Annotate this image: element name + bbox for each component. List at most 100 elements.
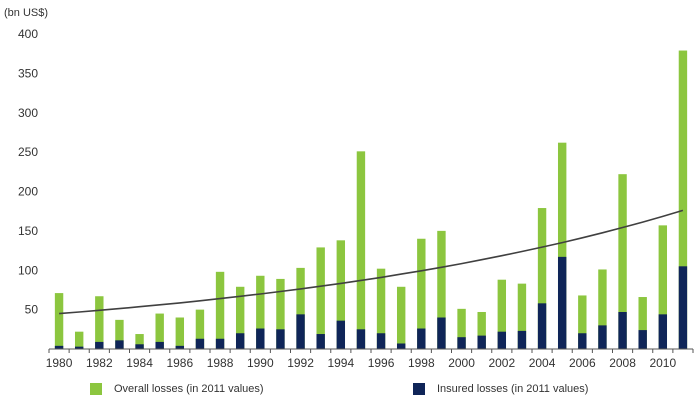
insured-loss-bar: [678, 266, 688, 349]
insured-loss-bar: [517, 330, 527, 349]
y-tick-label: 350: [18, 66, 38, 80]
overall-loss-bar: [256, 275, 265, 349]
y-tick-label: 150: [18, 224, 38, 238]
overall-loss-bar: [235, 286, 245, 349]
insured-loss-bar: [316, 334, 325, 349]
x-tick-label: 2008: [609, 356, 636, 370]
insured-loss-bar: [598, 325, 607, 349]
overall-loss-bar: [578, 295, 587, 349]
overall-loss-bar: [618, 174, 627, 349]
insured-loss-bar: [215, 338, 225, 349]
legend-item-insured: Insured losses (in 2011 values): [413, 383, 588, 395]
insured-loss-bar: [336, 320, 346, 349]
trend-line: [59, 209, 684, 315]
insured-loss-bar: [95, 341, 104, 349]
overall-loss-bar: [457, 308, 466, 349]
overall-loss-bar: [497, 279, 507, 349]
overall-loss-bar: [296, 267, 305, 349]
insured-loss-bar: [235, 333, 245, 349]
x-tick-label: 1984: [126, 356, 153, 370]
overall-loss-bar: [598, 269, 607, 349]
x-tick-label: 1992: [287, 356, 314, 370]
overall-loss-bar: [135, 334, 144, 349]
overall-loss-bar: [658, 225, 668, 349]
overall-loss-bar: [638, 297, 647, 349]
overall-loss-bar: [155, 313, 164, 349]
insured-loss-bar: [437, 317, 446, 349]
trend-curve: [59, 209, 684, 315]
overall-loss-bar: [517, 283, 527, 349]
x-tick-label: 2004: [529, 356, 556, 370]
overall-loss-bar: [175, 317, 185, 349]
x-tick-label: 2006: [569, 356, 596, 370]
overall-loss-bar: [537, 208, 547, 349]
x-tick-label: 1980: [46, 356, 73, 370]
insured-loss-bar: [256, 328, 265, 349]
insured-loss-bar: [296, 314, 305, 349]
y-tick-label: 250: [18, 145, 38, 159]
overall-loss-bar: [276, 278, 285, 349]
insured-loss-bar: [578, 333, 587, 349]
insured-loss-bar: [396, 343, 406, 349]
x-tick-label: 1998: [408, 356, 435, 370]
y-tick-label: 200: [18, 185, 38, 199]
y-tick-label: 300: [18, 106, 38, 120]
overall-loss-bar: [557, 142, 567, 349]
insured-loss-bar: [537, 303, 547, 349]
insured-loss-bar: [276, 329, 285, 349]
insured-loss-bar: [54, 345, 64, 349]
overall-loss-bar: [54, 293, 64, 349]
overall-bars: [54, 50, 688, 349]
overall-loss-bar: [396, 286, 406, 349]
insured-loss-bar: [74, 346, 84, 349]
overall-loss-bar: [215, 271, 225, 349]
overall-loss-bar: [376, 268, 386, 349]
insured-loss-bar: [155, 341, 164, 349]
x-tick-label: 1982: [86, 356, 113, 370]
x-tick-label: 2000: [448, 356, 475, 370]
y-unit-label: (bn US$): [4, 7, 48, 19]
insured-loss-bar: [195, 338, 205, 349]
y-tick-label: 100: [18, 263, 38, 277]
overall-loss-bar: [74, 331, 84, 349]
x-tick-label: 1994: [327, 356, 354, 370]
y-tick-label: 400: [18, 27, 38, 41]
legend-item-overall: Overall losses (in 2011 values): [90, 383, 264, 395]
legend-label-overall: Overall losses (in 2011 values): [114, 383, 264, 395]
overall-loss-bar: [678, 50, 688, 349]
legend-swatch-overall: [90, 383, 102, 395]
insured-loss-bar: [557, 256, 567, 349]
insured-loss-bar: [417, 328, 426, 349]
overall-loss-bar: [115, 319, 124, 349]
insured-loss-bar: [477, 335, 486, 349]
insured-loss-bar: [115, 340, 124, 349]
overall-loss-bar: [437, 230, 446, 349]
overall-loss-bar: [417, 238, 426, 349]
x-tick-label: 2010: [649, 356, 676, 370]
overall-loss-bar: [356, 151, 366, 349]
insured-loss-bar: [457, 337, 466, 349]
insured-loss-bar: [497, 331, 507, 349]
overall-loss-bar: [95, 296, 104, 349]
insured-loss-bar: [618, 311, 627, 349]
x-tick-label: 2002: [488, 356, 515, 370]
overall-loss-bar: [477, 311, 486, 349]
insured-loss-bar: [658, 314, 668, 349]
legend-swatch-insured: [413, 383, 425, 395]
x-tick-label: 1996: [368, 356, 395, 370]
insured-loss-bar: [356, 329, 366, 349]
insured-loss-bar: [175, 345, 185, 349]
overall-loss-bar: [195, 309, 205, 349]
x-axis: 1980 1982 1984 1986 1988 1990 1992 1994 1996 1998…: [46, 348, 694, 370]
x-tick-label: 1990: [247, 356, 274, 370]
insured-loss-bar: [638, 330, 647, 349]
overall-loss-bar: [336, 240, 346, 349]
insured-loss-bar: [135, 344, 144, 349]
x-tick-label: 1988: [207, 356, 234, 370]
overall-loss-bar: [316, 247, 325, 349]
y-axis: 50 100 150 200 250 300 350 400: [18, 27, 38, 317]
legend-label-insured: Insured losses (in 2011 values): [437, 383, 589, 395]
x-tick-label: 1986: [166, 356, 193, 370]
y-tick-label: 50: [25, 303, 39, 317]
